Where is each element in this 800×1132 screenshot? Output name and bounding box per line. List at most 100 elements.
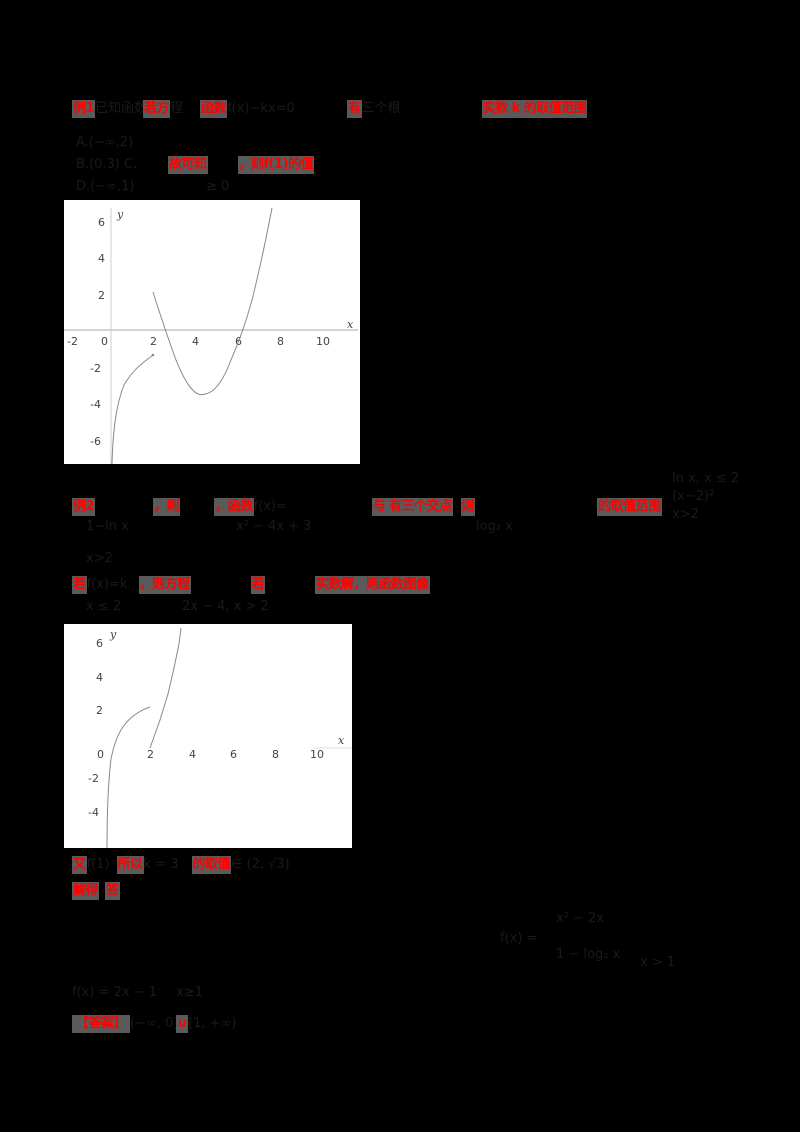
highlight: 例1 [72, 100, 96, 118]
text: f(x) = 2x − 1 [72, 985, 157, 1000]
highlight: 则 [460, 498, 476, 516]
text: 已知函数 f(x)= [95, 101, 144, 116]
text: log₂ x [476, 519, 513, 534]
svg-text:-2: -2 [67, 335, 78, 348]
svg-text:-4: -4 [90, 398, 101, 411]
problem1-line2: A.(−∞,2) [76, 134, 133, 152]
highlight: 答 [105, 882, 120, 900]
highlight: ∪ [176, 1015, 189, 1033]
highlight: 有 [347, 100, 362, 118]
highlight: ，则方程 [138, 576, 191, 594]
problem2-line1: 例2 ，则 ，函数 f(x)= 与 有三个交点 则 的取值范围 [72, 498, 662, 516]
answer-label: 【答案】 [72, 1015, 131, 1033]
highlight: 解得 [72, 882, 100, 900]
text: (−∞, 0] [130, 1016, 179, 1031]
problem1-line1: 例1 已知函数 f(x)= 若方 程 函数 f(x)−kx=0 有 三个根 实数… [72, 100, 588, 118]
highlight: ，则f(1)的值 [237, 156, 315, 174]
text: x² − 2x [556, 911, 605, 926]
svg-text:-4: -4 [88, 806, 99, 819]
problem1-line3: B.(0,3) C. 故可知 ，则f(1)的值 [76, 156, 315, 174]
highlight: 实数解，则函数图像 [315, 576, 430, 594]
highlight: 例2 [72, 498, 96, 516]
y-axis-label: y [116, 208, 124, 221]
highlight: 函数 [200, 100, 228, 118]
function-graph-1: x y -2 0 2 4 6 8 10 6 4 2 -2 -4 -6 [64, 200, 360, 464]
endpoint-marker [151, 353, 155, 357]
svg-text:2: 2 [147, 748, 154, 761]
svg-text:2: 2 [98, 289, 105, 302]
highlight: 若 [72, 576, 87, 594]
graph-2-svg: x y 0 2 4 6 8 10 6 4 2 -2 -4 [88, 627, 352, 848]
svg-text:10: 10 [310, 748, 324, 761]
svg-text:-6: -6 [90, 435, 101, 448]
text: 2x − 4, x > 2 [182, 599, 269, 614]
y-axis-label: y [109, 628, 117, 641]
text: x>2 [672, 507, 699, 522]
text: x>2 [86, 551, 113, 566]
highlight: 又 [72, 856, 87, 874]
problem2-line2: 1−ln x x² − 4x + 3 log₂ x [86, 518, 513, 536]
text: A.(−∞,2) [76, 135, 134, 150]
text: f(x)= [253, 499, 287, 514]
highlight: ，则 [153, 498, 181, 516]
svg-text:4: 4 [96, 671, 103, 684]
text: 三个根 [361, 101, 401, 116]
highlight: 若 [250, 576, 266, 594]
svg-text:4: 4 [98, 252, 105, 265]
graph-1-svg: x y -2 0 2 4 6 8 10 6 4 2 -2 -4 -6 [64, 207, 358, 464]
x-axis-label: x [338, 734, 345, 747]
text: ≥ 0 [206, 179, 230, 194]
highlight: ，函数 [214, 498, 254, 516]
svg-text:0: 0 [101, 335, 108, 348]
highlight: 的取值 [191, 856, 232, 874]
curve-left-branch [106, 706, 151, 848]
text: x ≤ 2 [86, 599, 122, 614]
highlight: 的取值范围 [597, 498, 662, 516]
text: ln x, x ≤ 2 [672, 471, 740, 486]
highlight: 所以 [116, 856, 144, 874]
svg-text:2: 2 [150, 335, 157, 348]
highlight: 故可知 [168, 156, 208, 174]
curve-right-branch [152, 207, 273, 396]
svg-text:6: 6 [230, 748, 237, 761]
problem3-line1: 又 f(1) 所以 k = 3 的取值 ∈ (2, √3) [72, 856, 290, 874]
svg-text:2: 2 [96, 704, 103, 717]
text: ∈ (2, √3) [231, 857, 290, 872]
y-tick-labels: 6 4 2 -2 -4 [88, 637, 103, 819]
svg-text:6: 6 [98, 216, 105, 229]
svg-text:8: 8 [272, 748, 279, 761]
svg-text:-2: -2 [88, 772, 99, 785]
text: x≥1 [176, 985, 203, 1000]
svg-text:0: 0 [97, 748, 104, 761]
curve-right-branch [149, 627, 182, 749]
svg-text:8: 8 [277, 335, 284, 348]
svg-text:6: 6 [96, 637, 103, 650]
text: x² − 4x + 3 [236, 519, 312, 534]
text: 1 − log₂ x [556, 947, 621, 962]
text: f(x)=k [86, 577, 128, 592]
function-graph-2: x y 0 2 4 6 8 10 6 4 2 -2 -4 [64, 624, 352, 848]
problem3-formula: x² − 2x f(x) = 1 − log₂ x x > 1 [500, 910, 690, 970]
y-tick-labels: 6 4 2 -2 -4 -6 [90, 216, 105, 448]
text: f(x) = [500, 931, 538, 946]
problem3-line3: f(x) = 2x − 1 x≥1 [72, 984, 203, 1002]
problem2-right-block: ln x, x ≤ 2 (x−2)² x>2 [672, 470, 740, 524]
x-axis-label: x [347, 318, 354, 331]
text: 程 [170, 101, 184, 116]
highlight: 实数 k 的取值范围 [481, 100, 588, 118]
text: f(1) [86, 857, 110, 872]
svg-text:-2: -2 [90, 362, 101, 375]
curve-left-branch [111, 354, 154, 464]
text: [1, +∞) [188, 1016, 237, 1031]
text: D.(−∞,1) [76, 179, 135, 194]
problem3-line2: 解得 答 [72, 882, 120, 900]
x-tick-labels: -2 0 2 4 6 8 10 [67, 335, 330, 348]
text: (x−2)² [672, 489, 715, 504]
text: k = 3 [143, 857, 179, 872]
svg-text:10: 10 [316, 335, 330, 348]
highlight: 与 有三个交点 [371, 498, 453, 516]
problem3-answer-line: 【答案】 (−∞, 0] ∪ [1, +∞) [72, 1015, 236, 1033]
problem2-line4: 若 f(x)=k ，则方程 若 实数解，则函数图像 [72, 576, 430, 594]
problem2-line5: x ≤ 2 2x − 4, x > 2 [86, 598, 269, 616]
problem1-line4: D.(−∞,1) ≥ 0 [76, 178, 229, 196]
